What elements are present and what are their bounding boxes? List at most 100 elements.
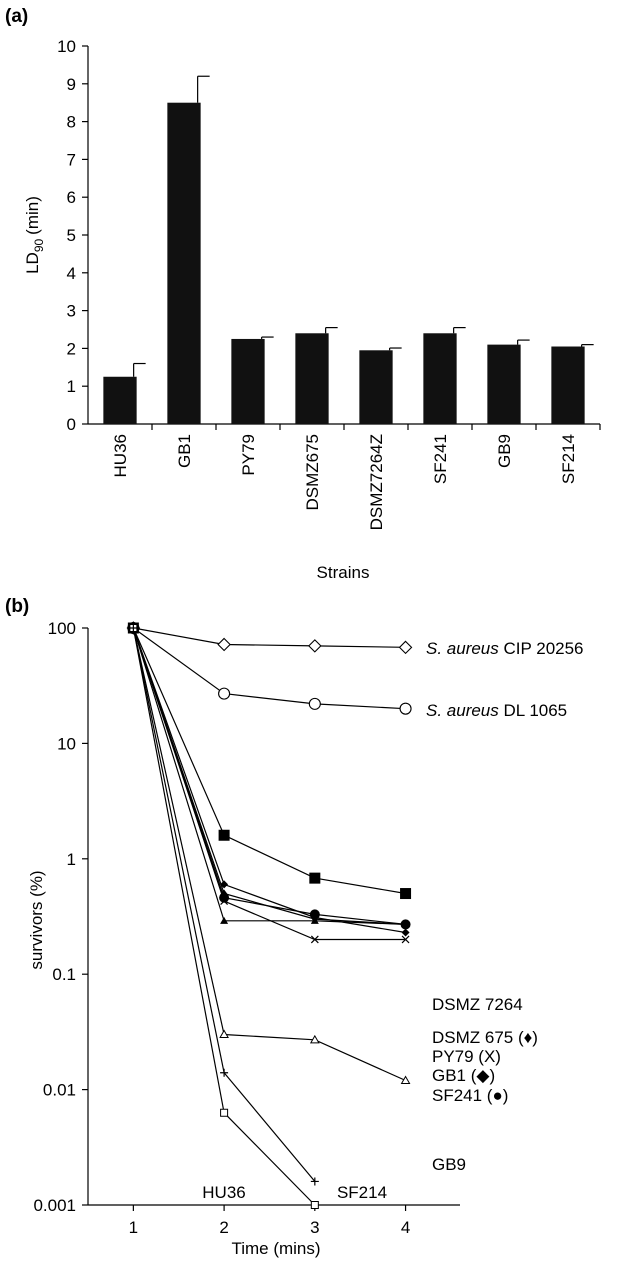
series-label-strain: CIP 20256	[499, 639, 584, 658]
marker-square-filled	[400, 888, 412, 900]
series-line	[132, 627, 406, 925]
series-line	[132, 627, 406, 941]
y-tick-label: 1	[67, 850, 76, 869]
marker-circle-open	[308, 697, 321, 710]
series-label: SF214	[337, 1183, 387, 1202]
panel-b-axes	[87, 628, 460, 1206]
bar	[423, 333, 457, 424]
panel-b-x-axis-title: Time (mins)	[231, 1239, 320, 1258]
bar	[103, 376, 137, 424]
marker-square-open	[310, 1201, 319, 1209]
series-line	[132, 627, 406, 895]
x-tick-label: 1	[129, 1218, 138, 1237]
panel-a-error-bars	[133, 75, 594, 377]
y-tick-label: 4	[67, 264, 76, 283]
series-label: GB9	[432, 1155, 466, 1174]
marker-diamond-open	[308, 639, 322, 653]
y-tick-label: 10	[57, 37, 76, 56]
y-tick-label: 5	[67, 226, 76, 245]
bar	[167, 102, 201, 424]
bar	[231, 338, 265, 424]
series-label: PY79 (X)	[432, 1047, 501, 1066]
bar	[487, 344, 521, 424]
y-tick-label: 7	[67, 150, 76, 169]
panel-a-x-ticks: HU36 GB1 PY79 DSMZ675 DSMZ7264Z SF241 GB9 SF214	[111, 424, 601, 530]
marker-diamond-filled	[220, 880, 229, 889]
y-tick-label: 9	[67, 75, 76, 94]
series-label: GB1 (◆)	[432, 1066, 495, 1085]
marker-triangle-filled	[310, 916, 319, 924]
x-tick-label: PY79	[239, 434, 258, 476]
panel-b-y-ticks: 0.001 0.01 0.1 1 10 100	[33, 619, 88, 1215]
marker-triangle-open	[400, 1075, 411, 1084]
panel-a-x-axis-title: Strains	[317, 563, 370, 582]
series-label: DSMZ 675 (♦)	[432, 1028, 538, 1047]
panel-a-y-axis-title: LD90(min)	[23, 196, 46, 274]
y-tick-label: 0.001	[33, 1196, 76, 1215]
marker-plus	[129, 624, 138, 632]
x-tick-label: 3	[310, 1218, 319, 1237]
series-line	[132, 627, 406, 925]
series-label: HU36	[202, 1183, 245, 1202]
x-tick-label: SF241	[431, 434, 450, 484]
panel-a-bars	[103, 102, 585, 424]
y-tick-label: 0	[67, 415, 76, 434]
panel-b-y-axis-title: survivors (%)	[27, 870, 46, 969]
panel-a-label: (a)	[5, 6, 28, 27]
series-line	[133, 627, 406, 648]
y-tick-label: 6	[67, 188, 76, 207]
y-tick-label: 1	[67, 377, 76, 396]
panel-b-markers	[126, 621, 413, 1209]
marker-circle-open	[399, 702, 412, 715]
marker-circle-filled	[219, 892, 230, 903]
series-line	[132, 627, 406, 925]
y-tick-label: 3	[67, 302, 76, 321]
y-tick-label: 8	[67, 113, 76, 132]
series-label-species: S. aureus	[426, 639, 499, 658]
panel-a-axes	[87, 46, 600, 425]
series-label: DSMZ 7264	[432, 995, 523, 1014]
x-tick-label: GB1	[175, 434, 194, 468]
marker-circle-open	[218, 687, 231, 700]
x-tick-label: DSMZ675	[303, 434, 322, 511]
marker-square-open	[220, 1108, 229, 1117]
marker-triangle-open	[219, 1029, 229, 1039]
marker-circle-filled	[309, 909, 320, 920]
panel-b-line-chart: (b) 0.001 0.01 0.1 1 10 100 1 2 3 4 S. aureus CI…	[5, 596, 584, 1258]
marker-triangle-open	[309, 1034, 320, 1044]
x-tick-label: DSMZ7264Z	[367, 434, 386, 530]
marker-triangle-filled	[401, 920, 410, 928]
x-tick-label: SF214	[559, 434, 578, 484]
marker-diamond-open	[217, 637, 231, 652]
marker-plus	[310, 1177, 319, 1186]
series-label-species: S. aureus	[426, 701, 499, 720]
y-tick-label: 100	[48, 619, 76, 638]
series-label-strain: DL 1065	[499, 701, 567, 720]
series-label: S. aureus CIP 20256	[426, 639, 584, 658]
marker-x	[310, 935, 319, 944]
panel-b-series-lines	[132, 627, 406, 1206]
series-label: S. aureus DL 1065	[426, 701, 567, 720]
x-tick-label: 4	[401, 1218, 410, 1237]
bar	[551, 346, 585, 424]
series-line	[132, 627, 406, 934]
series-line	[132, 627, 406, 1082]
marker-plus	[220, 1068, 229, 1077]
panel-b-x-ticks: 1 2 3 4	[129, 1205, 410, 1237]
y-tick-label: 2	[67, 339, 76, 358]
series-line	[133, 627, 406, 710]
marker-square-filled	[218, 829, 230, 841]
y-tick-label: 10	[57, 734, 76, 753]
marker-x	[401, 935, 410, 944]
bar	[295, 333, 329, 424]
bar	[359, 350, 393, 424]
panel-b-label: (b)	[5, 596, 29, 617]
marker-triangle-filled	[220, 916, 229, 924]
y-tick-label: 0.01	[43, 1081, 76, 1100]
x-tick-label: HU36	[111, 434, 130, 477]
marker-diamond-filled	[401, 928, 410, 937]
series-label: SF241 (●)	[432, 1086, 508, 1105]
panel-a-y-ticks: 0 1 2 3 4 5 6 7 8 9 10	[57, 37, 88, 434]
